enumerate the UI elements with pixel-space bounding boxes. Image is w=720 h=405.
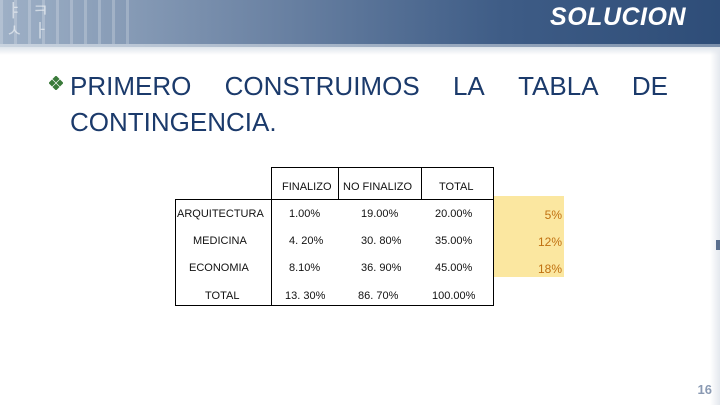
row-label: ARQUITECTURA (177, 208, 264, 220)
word: CONSTRUIMOS (224, 71, 420, 101)
table-cell: 8.10% (289, 262, 321, 274)
table-cell: 35.00% (435, 235, 473, 247)
table-border (175, 199, 176, 305)
table-border (338, 167, 339, 199)
word: DE (631, 71, 668, 101)
side-value: 12% (537, 235, 562, 249)
header-decoration (0, 0, 140, 44)
header-divider (0, 44, 720, 47)
table-cell: 30. 80% (361, 235, 402, 247)
table-cell: 36. 90% (361, 262, 402, 274)
table-border (175, 199, 494, 200)
table-cell: 1.00% (289, 208, 321, 220)
right-edge-decoration (710, 48, 720, 405)
table-border (175, 305, 494, 306)
table-cell: 86. 70% (358, 290, 399, 302)
table-cell: 45.00% (435, 262, 473, 274)
diamond-bullet-icon (49, 76, 63, 90)
header-pattern-icon: ㅑ ㅋ ㅅ ㅏ (6, 1, 51, 42)
bullet-text: PRIMERO CONSTRUIMOS LA TABLA DE CONTINGE… (70, 68, 670, 140)
column-header: TOTAL (439, 181, 474, 193)
word: TABLA (518, 71, 599, 101)
table-border (493, 167, 494, 305)
bullet-text-line-2: CONTINGENCIA. (70, 107, 277, 137)
table-border (271, 167, 272, 305)
slide-title: SOLUCION (550, 3, 686, 31)
row-label: MEDICINA (193, 235, 247, 247)
table-border (271, 167, 494, 168)
table-border (421, 167, 422, 199)
row-label: TOTAL (205, 290, 240, 302)
page-number: 16 (697, 382, 712, 397)
side-value: 5% (544, 208, 562, 222)
table-cell: 19.00% (361, 208, 399, 220)
row-label: ECONOMIA (189, 262, 249, 274)
table-cell: 20.00% (435, 208, 473, 220)
header-band: ㅑ ㅋ ㅅ ㅏ SOLUCION (0, 0, 720, 44)
word: PRIMERO (70, 71, 192, 101)
table-cell: 4. 20% (289, 235, 324, 247)
column-header: FINALIZO (282, 181, 332, 193)
bullet-text-line-1: PRIMERO CONSTRUIMOS LA TABLA DE (70, 68, 668, 104)
word: LA (452, 71, 485, 101)
column-header: NO FINALIZO (343, 181, 413, 193)
table-cell: 13. 30% (285, 290, 326, 302)
side-value: 18% (537, 262, 562, 276)
right-edge-marker (716, 240, 720, 250)
highlight-column (494, 196, 564, 277)
header-shadow (0, 47, 720, 55)
table-cell: 100.00% (432, 290, 476, 302)
